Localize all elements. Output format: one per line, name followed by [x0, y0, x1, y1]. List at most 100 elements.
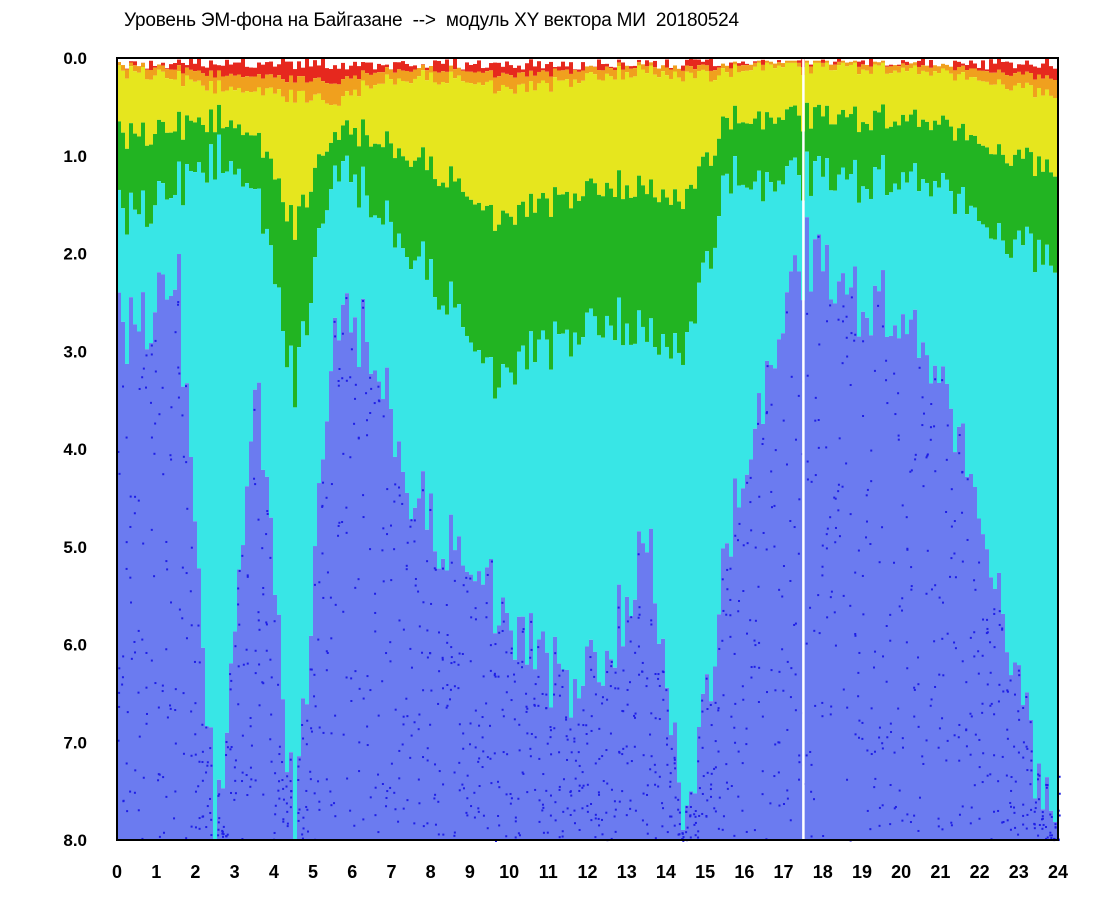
- heat-speckle: [350, 348, 353, 351]
- heat-speckle: [1049, 834, 1052, 837]
- heat-cell: [977, 221, 981, 519]
- heat-cell: [497, 62, 501, 77]
- heat-cell: [521, 201, 525, 346]
- heat-cell: [817, 156, 821, 235]
- heat-speckle: [129, 495, 132, 498]
- heat-cell: [909, 171, 913, 320]
- heat-speckle: [218, 793, 221, 796]
- heat-cell: [617, 59, 621, 63]
- heat-speckle: [986, 618, 989, 621]
- heat-cell: [289, 205, 293, 346]
- heat-speckle: [706, 799, 709, 802]
- heat-speckle: [349, 376, 352, 379]
- heat-speckle: [206, 761, 209, 764]
- heat-speckle: [1050, 815, 1053, 818]
- heat-speckle: [418, 713, 421, 716]
- heat-cell: [297, 347, 301, 757]
- heat-cell: [601, 64, 605, 71]
- heat-speckle: [338, 521, 341, 524]
- heat-speckle: [654, 783, 657, 786]
- heat-speckle: [693, 823, 696, 826]
- heat-speckle: [393, 500, 396, 503]
- heat-speckle: [646, 832, 649, 835]
- heat-speckle: [493, 672, 496, 675]
- heat-speckle: [393, 791, 396, 794]
- heat-cell: [517, 204, 521, 352]
- heat-cell: [133, 65, 137, 72]
- heat-speckle: [658, 684, 661, 687]
- heat-cell: [385, 67, 389, 75]
- heat-cell: [161, 62, 165, 66]
- heat-cell: [657, 643, 661, 840]
- heat-cell: [709, 165, 713, 269]
- heat-cell: [1013, 85, 1017, 155]
- heat-speckle: [930, 588, 933, 591]
- heat-cell: [225, 90, 229, 127]
- heat-speckle: [657, 673, 660, 676]
- heat-speckle: [1058, 814, 1061, 817]
- heat-speckle: [774, 689, 777, 692]
- heat-cell: [581, 70, 585, 81]
- heat-speckle: [274, 804, 277, 807]
- heat-cell: [421, 147, 425, 242]
- heat-speckle: [670, 747, 673, 750]
- heat-speckle: [966, 538, 969, 541]
- heat-cell: [569, 73, 573, 87]
- heat-speckle: [158, 835, 161, 838]
- heat-cell: [293, 69, 297, 83]
- heat-speckle: [409, 647, 412, 650]
- heat-cell: [421, 70, 425, 148]
- heat-speckle: [782, 419, 785, 422]
- heat-speckle: [610, 665, 613, 668]
- heat-speckle: [1049, 831, 1052, 834]
- heat-speckle: [733, 652, 736, 655]
- heat-speckle: [617, 606, 620, 609]
- heat-cell: [533, 75, 537, 91]
- heat-speckle: [157, 779, 160, 782]
- heat-speckle: [362, 697, 365, 700]
- heat-speckle: [729, 598, 732, 601]
- heat-speckle: [862, 613, 865, 616]
- heat-cell: [773, 368, 777, 840]
- heat-speckle: [181, 414, 184, 417]
- heat-cell: [313, 94, 317, 168]
- heat-cell: [429, 65, 433, 73]
- heat-cell: [473, 84, 477, 205]
- heat-speckle: [1001, 755, 1004, 758]
- heat-speckle: [334, 714, 337, 717]
- heat-cell: [469, 71, 473, 84]
- heat-speckle: [453, 831, 456, 834]
- heat-speckle: [694, 809, 697, 812]
- heat-speckle: [474, 607, 477, 610]
- heat-cell: [213, 179, 217, 840]
- heat-speckle: [921, 755, 924, 758]
- heat-speckle: [257, 619, 260, 622]
- heat-cell: [369, 88, 373, 147]
- heat-cell: [641, 185, 645, 327]
- heat-cell: [1009, 165, 1013, 258]
- heat-speckle: [1010, 805, 1013, 808]
- heat-speckle: [617, 687, 620, 690]
- heat-speckle: [514, 836, 517, 839]
- heat-cell: [809, 128, 813, 196]
- heat-speckle: [714, 701, 717, 704]
- heat-cell: [945, 64, 949, 71]
- heat-speckle: [298, 758, 301, 761]
- heat-speckle: [594, 762, 597, 765]
- heat-cell: [293, 407, 297, 840]
- heat-speckle: [958, 723, 961, 726]
- heat-speckle: [217, 794, 220, 797]
- heat-speckle: [437, 833, 440, 836]
- heat-speckle: [830, 590, 833, 593]
- heat-speckle: [725, 763, 728, 766]
- heat-cell: [765, 112, 769, 173]
- heat-speckle: [1033, 810, 1036, 813]
- heat-speckle: [629, 681, 632, 684]
- heat-speckle: [622, 747, 625, 750]
- heat-cell: [209, 70, 213, 82]
- heat-cell: [657, 202, 661, 355]
- heat-cell: [1005, 61, 1009, 76]
- heat-cell: [985, 81, 989, 148]
- heat-speckle: [349, 456, 352, 459]
- heat-speckle: [782, 565, 785, 568]
